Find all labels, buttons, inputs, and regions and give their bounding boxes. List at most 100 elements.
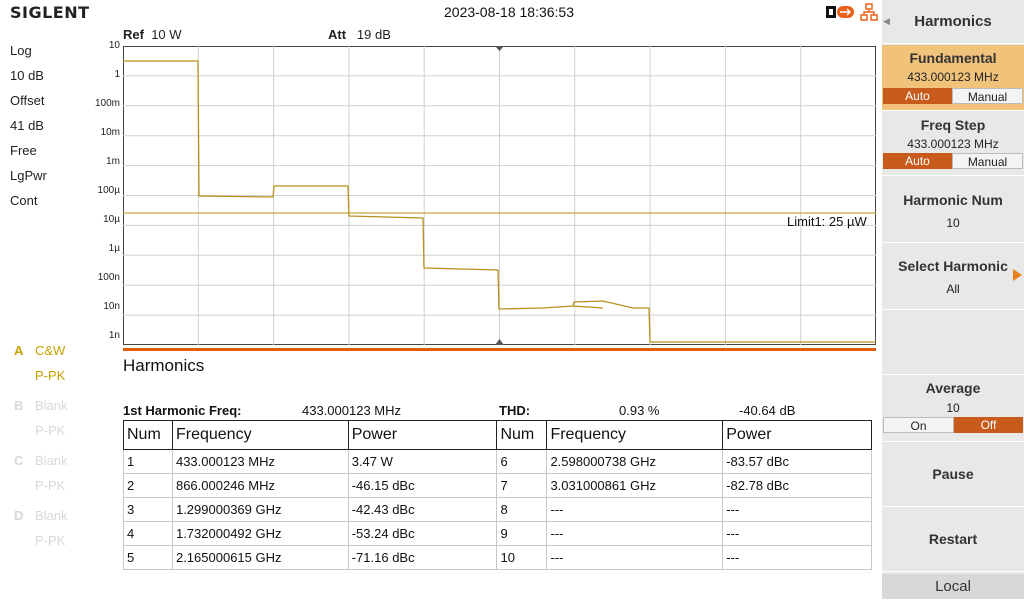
harmonic-num: 9 <box>496 521 548 546</box>
menu-back-icon[interactable]: ◀ <box>883 16 890 26</box>
harmonic-power: --- <box>722 545 872 570</box>
select-harmonic-key[interactable]: Select Harmonic All <box>882 244 1024 310</box>
restart-button[interactable]: Restart <box>882 508 1024 572</box>
y-tick: 10n <box>103 301 120 312</box>
trace-c-letter[interactable]: C <box>14 453 24 468</box>
sweep-mode: Cont <box>10 193 38 208</box>
network-icon <box>860 3 878 21</box>
brand-logo: SIGLENT <box>10 3 90 22</box>
fundamental-key[interactable]: Fundamental 433.000123 MHz Auto Manual <box>882 45 1024 111</box>
submenu-arrow-icon <box>1013 269 1022 281</box>
restart-label: Restart <box>928 531 978 547</box>
table-row: 5 2.165000615 GHz -71.16 dBc 10 --- --- <box>123 545 872 570</box>
fundamental-switch[interactable]: Auto Manual <box>883 88 1023 104</box>
harmonic-power: -82.78 dBc <box>722 473 872 498</box>
freq-step-switch[interactable]: Auto Manual <box>883 153 1023 169</box>
offset-value: 41 dB <box>10 118 44 133</box>
harmonic-num: 7 <box>496 473 548 498</box>
first-harmonic-value: 433.000123 MHz <box>302 403 402 418</box>
y-tick: 1m <box>106 156 120 167</box>
table-row: 1 433.000123 MHz 3.47 W 6 2.598000738 GH… <box>123 449 872 474</box>
harmonic-frequency: 1.299000369 GHz <box>171 497 349 522</box>
scale-type: Log <box>10 43 32 58</box>
trace-d-letter[interactable]: D <box>14 508 24 523</box>
y-tick: 100n <box>97 272 120 283</box>
y-tick: 10µ <box>103 214 120 225</box>
divider-bar <box>123 348 876 351</box>
empty-key <box>882 311 1024 375</box>
harmonic-num: 2 <box>123 473 173 498</box>
thd-db: -40.64 dB <box>739 403 796 418</box>
attenuation: Att 19 dB <box>328 27 391 42</box>
fundamental-manual-option[interactable]: Manual <box>952 88 1023 104</box>
col-num: Num <box>123 420 173 450</box>
harmonic-frequency: 3.031000861 GHz <box>546 473 724 498</box>
freq-step-auto-option[interactable]: Auto <box>883 153 952 169</box>
col-power: Power <box>722 420 872 450</box>
y-tick: 1 <box>114 69 120 80</box>
plot-grid <box>123 46 876 345</box>
table-row: 4 1.732000492 GHz -53.24 dBc 9 --- --- <box>123 521 872 546</box>
harmonic-power: 3.47 W <box>347 449 498 474</box>
marker-top-icon <box>495 46 504 51</box>
col-num: Num <box>496 420 548 450</box>
local-button[interactable]: Local <box>882 574 1024 600</box>
harmonic-num: 3 <box>123 497 173 522</box>
col-frequency: Frequency <box>171 420 349 450</box>
trace-b-detector: P-PK <box>35 423 66 438</box>
datetime: 2023-08-18 18:36:53 <box>444 4 574 20</box>
spectrum-plot[interactable] <box>123 46 876 345</box>
harmonic-power: --- <box>722 521 872 546</box>
harmonic-power: -53.24 dBc <box>347 521 498 546</box>
harmonics-title: Harmonics <box>123 356 205 375</box>
pause-button[interactable]: Pause <box>882 443 1024 507</box>
trace-a-line <box>123 60 876 343</box>
y-tick: 10m <box>100 127 120 138</box>
col-power: Power <box>347 420 498 450</box>
harmonic-frequency: 2.598000738 GHz <box>546 449 724 474</box>
pause-label: Pause <box>932 466 974 482</box>
trace-a-detector: P-PK <box>35 368 66 383</box>
harmonic-num: 4 <box>123 521 173 546</box>
thd-percent: 0.93 % <box>619 403 660 418</box>
menu-title: Harmonics <box>914 13 992 30</box>
table-header: Num Frequency Power Num Frequency Power <box>123 420 872 450</box>
harmonic-frequency: --- <box>546 521 724 546</box>
detector-mode: LgPwr <box>10 168 47 183</box>
usb-icon <box>826 6 854 18</box>
harmonic-frequency: --- <box>546 497 724 522</box>
first-harmonic-label: 1st Harmonic Freq: <box>123 403 242 418</box>
trace-c-mode: Blank <box>35 453 68 468</box>
y-tick: 10 <box>108 40 120 51</box>
trace-b-letter[interactable]: B <box>14 398 24 413</box>
table-row: 3 1.299000369 GHz -42.43 dBc 8 --- --- <box>123 497 872 522</box>
freq-step-key[interactable]: Freq Step 433.000123 MHz Auto Manual <box>882 112 1024 176</box>
marker-bottom-icon <box>495 339 504 345</box>
freq-step-manual-option[interactable]: Manual <box>952 153 1023 169</box>
harmonic-num: 8 <box>496 497 548 522</box>
harmonic-num-key[interactable]: Harmonic Num 10 <box>882 177 1024 243</box>
average-value: 10 <box>946 401 960 415</box>
harmonic-num: 5 <box>123 545 173 570</box>
average-key[interactable]: Average 10 On Off <box>882 376 1024 442</box>
select-harmonic-value: All <box>946 282 960 296</box>
softkey-menu: Harmonics Fundamental 433.000123 MHz Aut… <box>882 0 1024 600</box>
y-tick: 100µ <box>97 185 120 196</box>
y-tick: 1n <box>108 330 120 341</box>
average-switch[interactable]: On Off <box>883 417 1023 433</box>
status-bar: SIGLENT 2023-08-18 18:36:53 <box>0 0 880 24</box>
harmonic-power: -71.16 dBc <box>347 545 498 570</box>
harmonic-num: 6 <box>496 449 548 474</box>
freq-step-label: Freq Step <box>920 117 986 133</box>
trace-a-letter[interactable]: A <box>14 343 24 358</box>
select-harmonic-label: Select Harmonic <box>898 258 1008 274</box>
average-on-option[interactable]: On <box>883 417 954 433</box>
ref-level: Ref 10 W <box>123 27 182 42</box>
fundamental-auto-option[interactable]: Auto <box>883 88 952 104</box>
fundamental-label: Fundamental <box>909 50 997 66</box>
harmonic-power: -46.15 dBc <box>347 473 498 498</box>
limit-label: Limit1: 25 µW <box>787 214 867 229</box>
trace-b-mode: Blank <box>35 398 68 413</box>
average-off-option[interactable]: Off <box>954 417 1023 433</box>
y-tick: 1µ <box>108 243 120 254</box>
